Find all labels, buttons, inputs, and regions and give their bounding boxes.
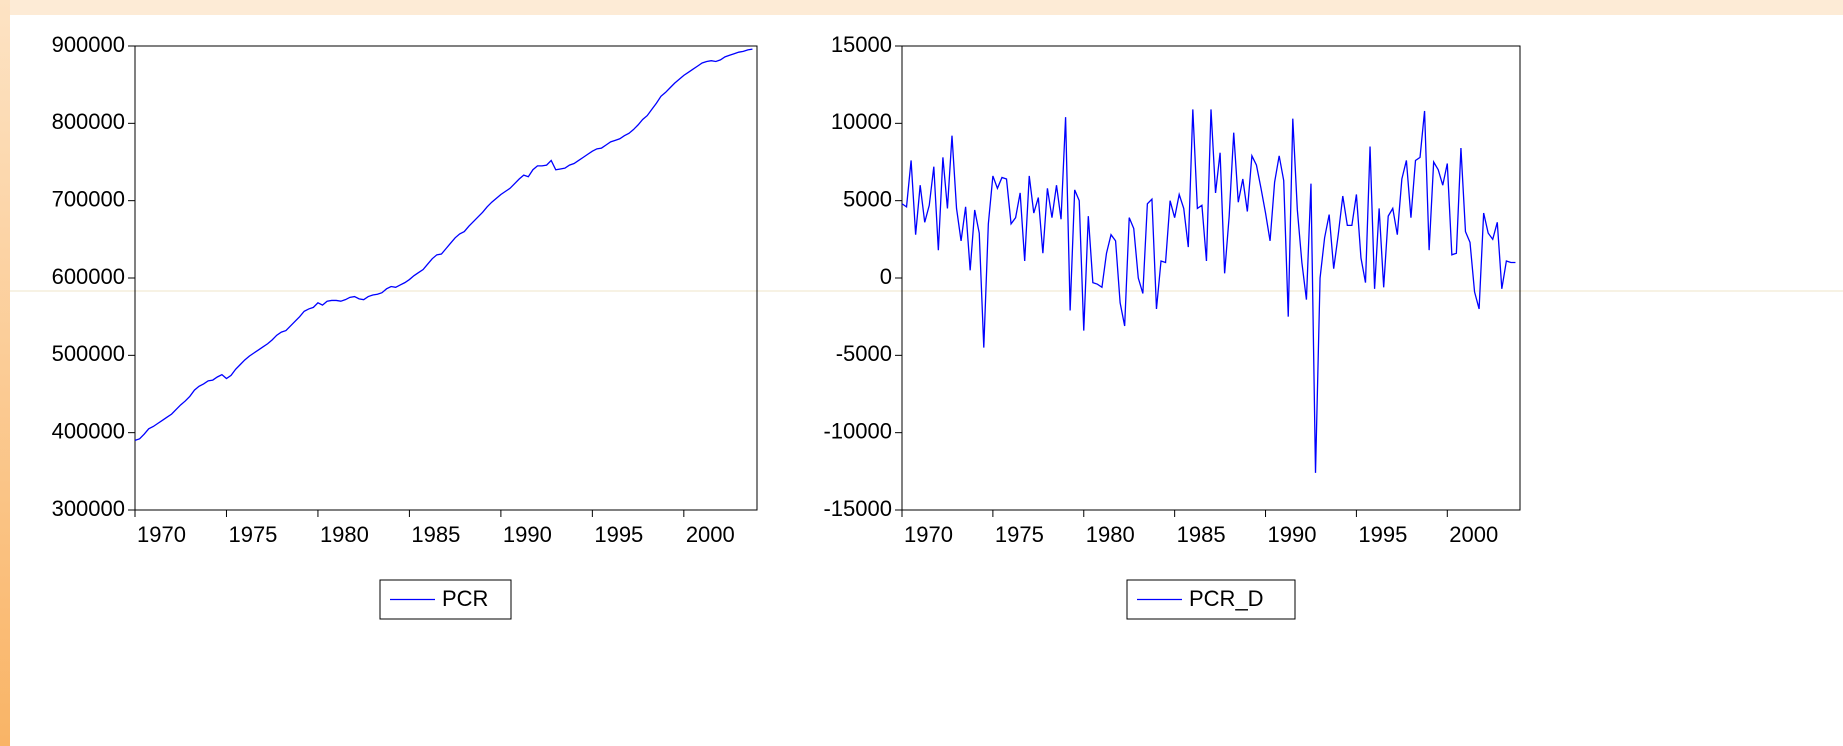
y-tick-label: -10000 bbox=[823, 418, 892, 443]
panel bbox=[10, 15, 1843, 746]
x-tick-label: 2000 bbox=[1449, 522, 1498, 547]
x-tick-label: 1985 bbox=[411, 522, 460, 547]
y-tick-label: 500000 bbox=[52, 341, 125, 366]
y-tick-label: -15000 bbox=[823, 496, 892, 521]
legend-label: PCR bbox=[442, 586, 488, 611]
y-tick-label: 0 bbox=[880, 264, 892, 289]
x-tick-label: 1985 bbox=[1177, 522, 1226, 547]
y-tick-label: 700000 bbox=[52, 186, 125, 211]
x-tick-label: 2000 bbox=[686, 522, 735, 547]
y-tick-label: 300000 bbox=[52, 496, 125, 521]
x-tick-label: 1970 bbox=[904, 522, 953, 547]
side-strip bbox=[0, 0, 10, 746]
y-tick-label: 400000 bbox=[52, 418, 125, 443]
x-tick-label: 1975 bbox=[228, 522, 277, 547]
x-tick-label: 1980 bbox=[1086, 522, 1135, 547]
data-line bbox=[901, 109, 1516, 473]
legend-box bbox=[1126, 579, 1296, 620]
legend-label: PCR_D bbox=[1189, 586, 1264, 611]
x-tick-label: 1975 bbox=[995, 522, 1044, 547]
x-tick-label: 1970 bbox=[137, 522, 186, 547]
x-tick-label: 1995 bbox=[1358, 522, 1407, 547]
x-tick-label: 1990 bbox=[1268, 522, 1317, 547]
y-tick-label: 10000 bbox=[831, 109, 892, 134]
y-tick-label: 15000 bbox=[831, 32, 892, 57]
y-tick-label: 900000 bbox=[52, 32, 125, 57]
y-tick-label: 600000 bbox=[52, 264, 125, 289]
y-tick-label: 5000 bbox=[843, 186, 892, 211]
y-tick-label: 800000 bbox=[52, 109, 125, 134]
y-tick-label: -5000 bbox=[836, 341, 892, 366]
data-line bbox=[134, 48, 753, 442]
x-tick-label: 1980 bbox=[320, 522, 369, 547]
x-tick-label: 1995 bbox=[594, 522, 643, 547]
x-tick-label: 1990 bbox=[503, 522, 552, 547]
